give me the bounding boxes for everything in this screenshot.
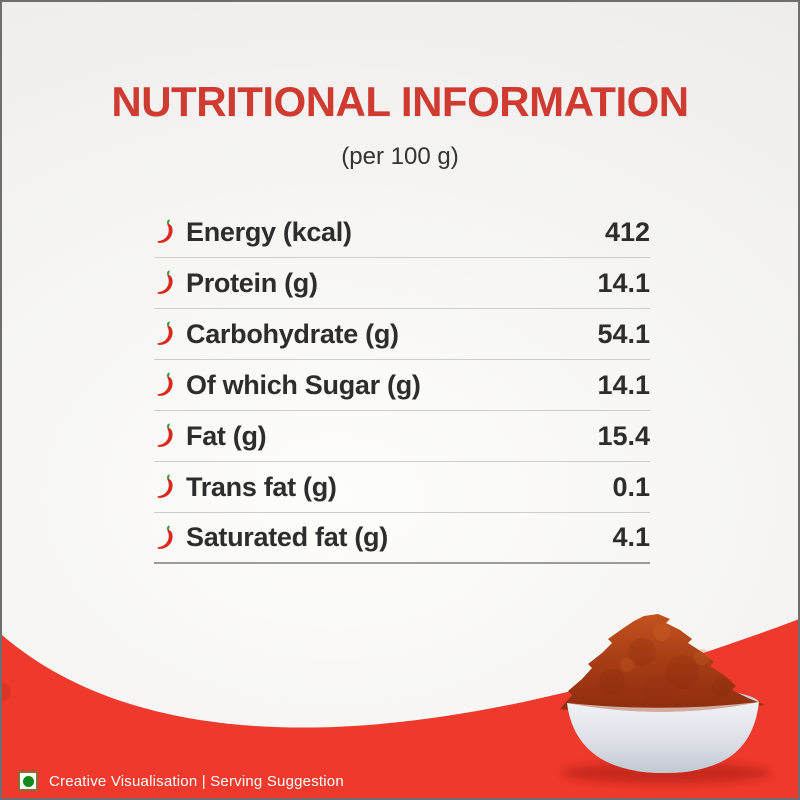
red-wave-illustration xyxy=(2,614,798,798)
bowl xyxy=(567,702,759,773)
table-row: Protein (g) 14.1 xyxy=(154,258,650,309)
chili-powder-mound xyxy=(2,614,765,714)
table-row: Fat (g) 15.4 xyxy=(154,411,650,462)
veg-mark-icon xyxy=(18,771,38,791)
footer-caption: Creative Visualisation | Serving Suggest… xyxy=(49,772,344,790)
nutrient-value: 14.1 xyxy=(597,267,650,298)
nutrient-label: Trans fat (g) xyxy=(186,471,337,502)
chili-pepper-icon xyxy=(157,321,173,345)
nutrient-value: 54.1 xyxy=(597,318,650,349)
nutrient-label: Saturated fat (g) xyxy=(186,522,388,552)
bowl-shadow xyxy=(562,762,770,784)
chili-pepper-icon xyxy=(157,270,173,294)
table-row: Of which Sugar (g) 14.1 xyxy=(154,360,650,411)
table-row: Trans fat (g) 0.1 xyxy=(154,462,650,513)
footer: Creative Visualisation | Serving Suggest… xyxy=(18,771,344,791)
chili-pepper-icon xyxy=(157,219,173,243)
nutrient-label: Fat (g) xyxy=(186,420,267,451)
page-title: NUTRITIONAL INFORMATION xyxy=(111,78,689,125)
chili-pepper-icon xyxy=(157,372,173,396)
nutrient-value: 15.4 xyxy=(597,420,650,451)
nutrient-label: Carbohydrate (g) xyxy=(186,318,399,349)
chili-pepper-icon xyxy=(157,474,173,498)
serving-size-subtitle: (per 100 g) xyxy=(341,143,459,170)
nutrient-value: 14.1 xyxy=(597,369,650,400)
table-row: Energy (kcal) 412 xyxy=(154,207,650,258)
nutrient-value: 412 xyxy=(604,216,650,247)
chili-pepper-icon xyxy=(157,524,173,549)
chili-pepper-icon xyxy=(157,423,173,447)
nutrient-value: 4.1 xyxy=(612,522,650,552)
nutrient-label: Energy (kcal) xyxy=(186,216,352,247)
nutrient-label: Of which Sugar (g) xyxy=(186,369,421,400)
nutrition-table: Energy (kcal) 412 Protein (g) 14.1 Carbo… xyxy=(154,207,650,564)
table-row: Saturated fat (g) 4.1 xyxy=(154,513,650,564)
table-row: Carbohydrate (g) 54.1 xyxy=(154,309,650,360)
nutrient-value: 0.1 xyxy=(612,471,650,502)
nutrient-label: Protein (g) xyxy=(186,267,318,298)
